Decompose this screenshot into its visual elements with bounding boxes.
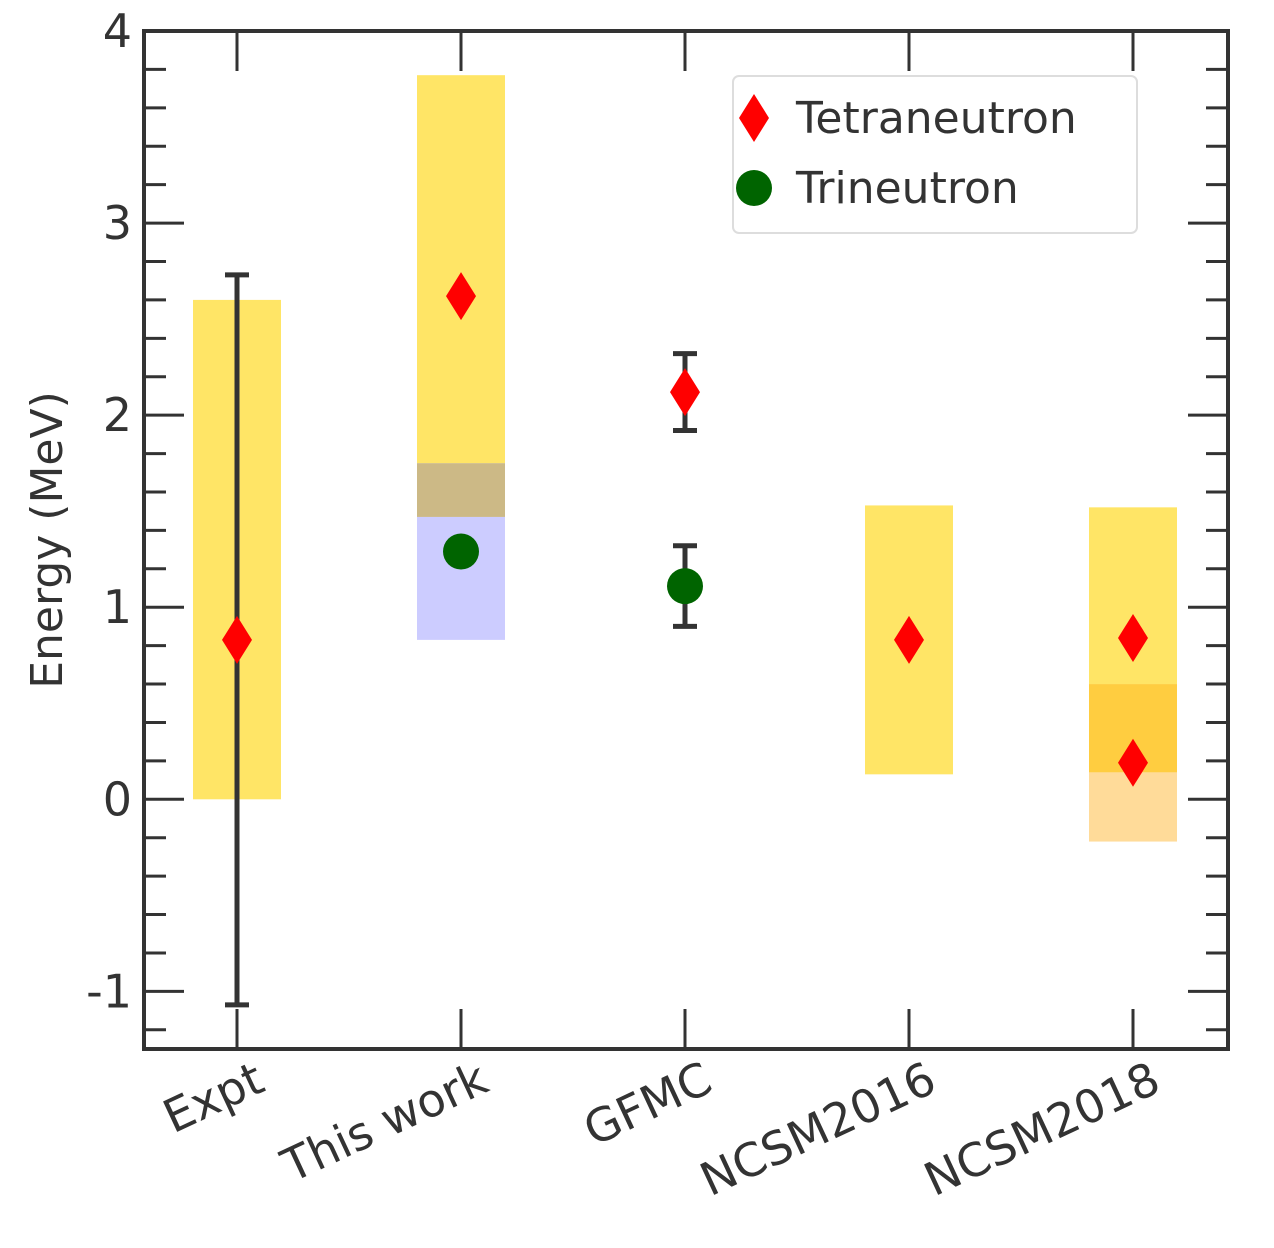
legend-label: Tetraneutron — [795, 93, 1077, 144]
x-tick-label: NCSM2018 — [916, 1051, 1168, 1207]
y-axis-label: Energy (MeV) — [22, 391, 73, 689]
y-tick-label: 1 — [103, 580, 132, 634]
legend: Tetraneutron Trineutron — [732, 75, 1138, 234]
tetraneutron-point — [1118, 738, 1148, 787]
y-tick-labels: -1 0 1 2 3 4 — [86, 4, 132, 1018]
y-tick-label: 0 — [103, 772, 132, 826]
plot-frame — [142, 29, 1230, 1051]
x-tick-label: GFMC — [575, 1051, 719, 1157]
y-tick-label: -1 — [86, 964, 132, 1018]
data-markers — [222, 272, 1148, 787]
band-this-work — [417, 75, 505, 464]
band-this-work — [417, 463, 505, 517]
legend-label: Trineutron — [795, 163, 1019, 214]
x-tick-label: Expt — [155, 1051, 272, 1144]
trineutron-point — [667, 568, 703, 605]
tetraneutron-point — [446, 272, 476, 321]
legend-box — [732, 75, 1138, 234]
tetraneutron-point — [1118, 613, 1148, 662]
y-tick-label: 4 — [103, 4, 132, 58]
legend-trineutron-marker — [736, 170, 772, 206]
x-tick-label: This work — [273, 1051, 496, 1193]
tetraneutron-point — [670, 368, 700, 417]
legend-tetraneutron-marker — [739, 94, 769, 142]
y-tick-label: 3 — [103, 196, 132, 250]
trineutron-point — [443, 533, 479, 570]
y-tick-label: 2 — [103, 388, 132, 442]
x-tick-label: NCSM2016 — [692, 1051, 944, 1207]
tetraneutron-point — [894, 615, 924, 664]
tetraneutron-point — [222, 615, 252, 664]
